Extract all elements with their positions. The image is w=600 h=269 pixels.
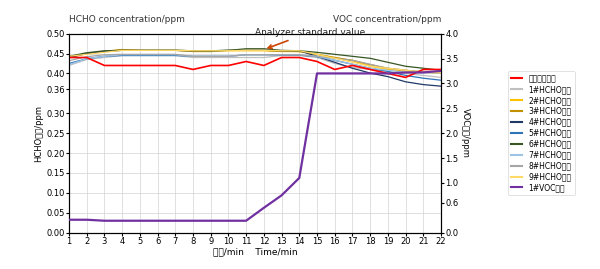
Legend: 分析仪标准值, 1#HCHO浓度, 2#HCHO浓度, 3#HCHO浓度, 4#HCHO浓度, 5#HCHO浓度, 6#HCHO浓度, 7#HCHO浓度, 8#: 分析仪标准值, 1#HCHO浓度, 2#HCHO浓度, 3#HCHO浓度, 4#… [508, 71, 575, 195]
Text: Analyzer standard value: Analyzer standard value [255, 28, 365, 48]
Text: HCHO concentration/ppm: HCHO concentration/ppm [69, 15, 185, 24]
X-axis label: 时间/min    Time/min: 时间/min Time/min [212, 247, 298, 256]
Y-axis label: VOC浓度/ppm: VOC浓度/ppm [461, 108, 470, 158]
Text: VOC concentration/ppm: VOC concentration/ppm [332, 15, 441, 24]
Y-axis label: HCHO浓度/ppm: HCHO浓度/ppm [34, 105, 43, 162]
